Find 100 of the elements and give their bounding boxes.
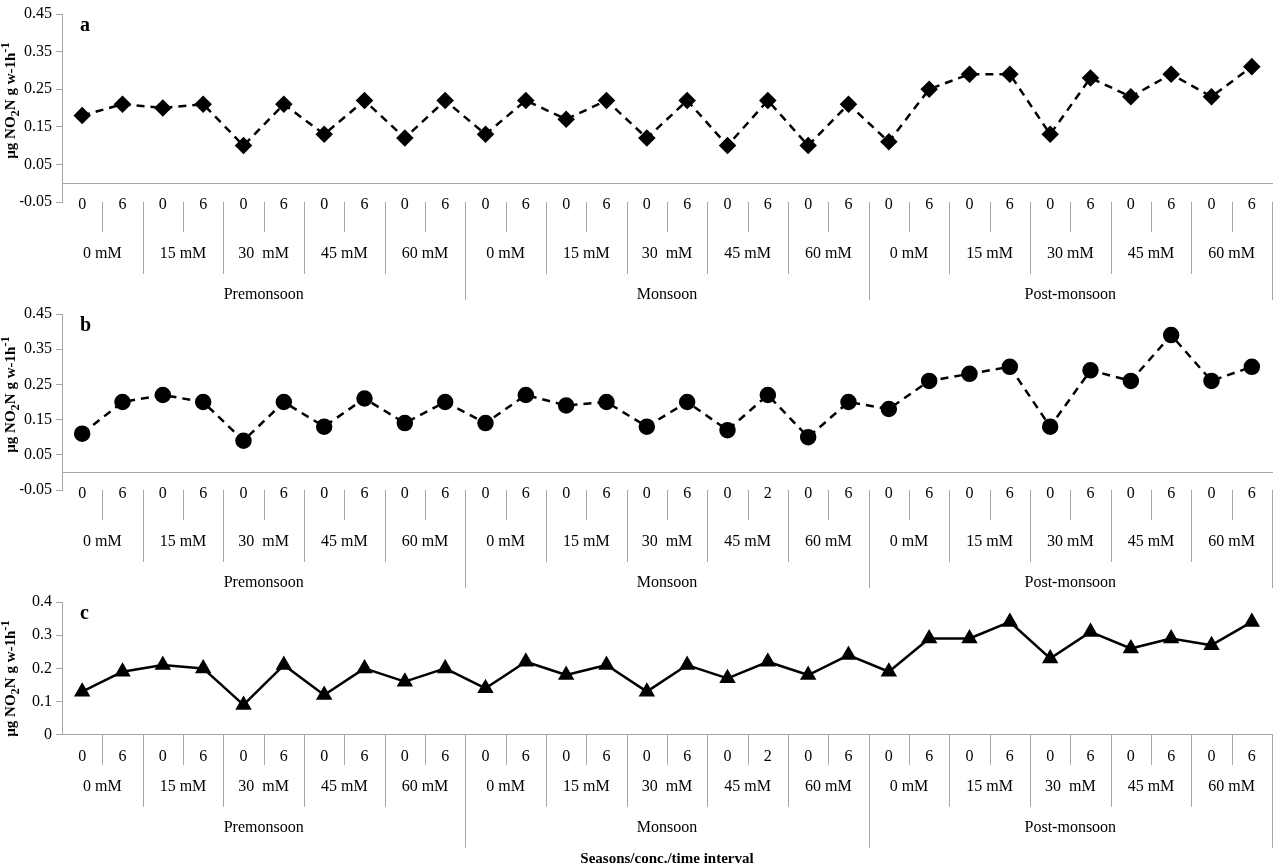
point: [356, 390, 373, 407]
y-tick-label: 0.35: [24, 339, 52, 357]
text: 15 mM: [563, 244, 610, 262]
y-tick-label: 0.35: [24, 41, 52, 59]
point: [962, 630, 977, 644]
x-tick-label: 6: [118, 746, 127, 764]
x-tick-label: 0: [239, 195, 248, 212]
x-axis-title: Seasons/conc./time interval: [580, 849, 754, 866]
x-tick-label: 6: [683, 484, 692, 502]
x-tick-label: 0: [320, 746, 329, 764]
point: [194, 393, 212, 411]
point: [679, 656, 695, 670]
y-tick-label: 0.1: [32, 691, 52, 709]
x-tick-label: 0: [158, 195, 167, 212]
x-tick-label: 6: [279, 195, 288, 212]
text: 0 mM: [486, 777, 525, 794]
point: [799, 428, 817, 446]
point: [759, 92, 777, 109]
point: [638, 418, 656, 435]
x-tick-label: 6: [441, 484, 450, 502]
x-tick-label: 6: [602, 484, 611, 502]
point: [477, 414, 494, 432]
text: 30 mM: [641, 777, 693, 794]
text: 15 mM: [563, 532, 610, 550]
text: 45 mM: [1127, 244, 1175, 262]
point: [719, 137, 736, 154]
chart-title: b: [80, 313, 92, 336]
chart-title: a: [80, 13, 90, 36]
x-tick-label: 6: [925, 195, 934, 212]
point: [880, 400, 898, 418]
text: 60 mM: [805, 244, 852, 262]
point: [920, 80, 938, 98]
y-tick-label: 0.45: [24, 304, 52, 322]
chart-title: c: [80, 601, 89, 624]
x-tick-label: 0: [642, 484, 651, 502]
x-tick-label: 6: [199, 746, 208, 764]
x-tick-label: 0: [884, 746, 893, 764]
x-tick-label: 0: [642, 195, 651, 212]
y-tick-label: 0.25: [24, 79, 52, 97]
point: [1204, 636, 1219, 650]
text: 60 mM: [401, 244, 449, 262]
point: [920, 372, 938, 390]
point: [114, 393, 131, 411]
y-tick-label: 0.05: [24, 154, 52, 172]
x-tick-label: 6: [844, 746, 853, 764]
point: [235, 137, 252, 154]
x-tick-label: 0: [481, 195, 490, 212]
text: 30 mM: [641, 532, 693, 550]
point: [1244, 613, 1260, 627]
x-tick-label: 0: [884, 195, 893, 212]
text: 60 mM: [401, 777, 449, 794]
x-tick-label: 6: [279, 484, 288, 502]
point: [921, 630, 937, 644]
point: [1002, 613, 1018, 627]
point: [74, 683, 90, 697]
x-tick-label: 6: [360, 195, 369, 212]
x-tick-label: 0: [723, 746, 732, 764]
x-tick-label: 0: [562, 746, 571, 764]
point: [397, 673, 413, 687]
x-tick-label: 6: [763, 195, 772, 212]
x-tick-label: 0: [481, 746, 490, 764]
point: [517, 386, 535, 404]
x-tick-label: 6: [1167, 746, 1176, 764]
y-tick-label: 0: [44, 725, 52, 742]
text: 60 mM: [805, 777, 852, 794]
point: [1123, 640, 1139, 654]
point: [1162, 326, 1180, 344]
y-tick-label: 0.15: [24, 117, 52, 134]
x-tick-label: 0: [158, 484, 167, 502]
x-tick-label: 6: [521, 746, 530, 764]
point: [1243, 58, 1261, 75]
x-tick-label: 0: [239, 746, 248, 764]
y-tick-label: 0.15: [24, 409, 52, 427]
point: [1001, 65, 1019, 83]
y-tick-label: -0.05: [18, 480, 52, 498]
x-tick-label: 6: [118, 195, 127, 212]
point: [195, 660, 211, 674]
x-tick-label: 0: [965, 746, 974, 764]
point: [880, 133, 898, 151]
x-tick-label: 6: [441, 746, 450, 764]
point: [235, 432, 252, 449]
point: [396, 129, 414, 147]
point: [1122, 372, 1140, 390]
x-tick-label: 0: [1126, 195, 1135, 212]
point: [598, 92, 615, 109]
text: 30 mM: [1047, 532, 1094, 550]
text: 15 mM: [966, 777, 1013, 794]
x-tick-label: 6: [360, 746, 369, 764]
text: Premonsoon: [223, 285, 304, 303]
point: [1083, 623, 1098, 637]
y-tick-label: 0.2: [32, 658, 52, 676]
x-tick-label: 0: [804, 195, 813, 212]
point: [558, 666, 574, 680]
point: [276, 656, 292, 670]
point: [759, 386, 777, 404]
point: [678, 92, 696, 109]
text: 60 mM: [805, 532, 852, 550]
x-tick-label: 0: [1046, 195, 1055, 212]
text: Monsoon: [636, 573, 698, 591]
point: [1041, 126, 1059, 143]
